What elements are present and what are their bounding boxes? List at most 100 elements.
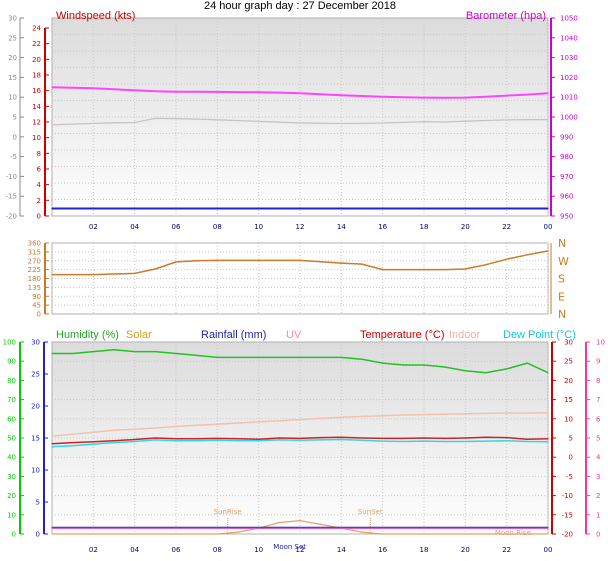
temperature-line-point [196,438,198,440]
temperature-axis-tick-label: 10 [564,415,573,423]
outdoor-trace-line-point [547,119,549,121]
uv-line-point [320,527,322,530]
temperature-line-point [340,436,342,438]
outer-wind-axis-tick-label: 5 [13,114,17,122]
indoor-temp-line-point [526,412,528,414]
x-tick-label: 22 [502,223,511,231]
outdoor-trace-line-point [506,119,508,121]
uv-line-point [402,527,404,530]
wind-direction-line-point [278,259,280,261]
x-tick-label: 14 [337,546,346,554]
x-tick-label: 04 [130,223,139,231]
barometer-line-point [278,92,280,94]
barometer-line-point [464,96,466,99]
humidity-axis-tick-label: 90 [7,358,16,366]
dewpoint-line-point [382,440,384,442]
uv-line-point [464,527,466,530]
barometer-line-point [506,95,508,97]
wind-direction-line-point [320,261,322,263]
compass-direction-label: N [558,308,566,321]
windspeed-axis-tick-label: 12 [32,119,41,127]
uv-line-point [72,527,74,530]
temperature-line-point [464,437,466,439]
humidity-line-point [547,372,549,374]
temperature-axis-tick-label: -5 [566,473,573,481]
windspeed-line-point [526,207,528,210]
direction-axis-tick-label: 180 [28,275,41,283]
temperature-line-point [444,437,446,439]
x-tick-label: 18 [420,546,429,554]
windspeed-line-point [175,207,177,210]
windspeed-line-point [361,207,363,210]
dewpoint-line-point [92,443,94,445]
barometer-axis-tick-label: 1010 [560,94,578,102]
uv-axis-tick-label: 9 [596,358,600,366]
outer-wind-axis-tick-label: -5 [10,153,17,161]
humidity-line-point [444,366,446,368]
temperature-line-point [278,437,280,439]
dewpoint-line-point [402,440,404,443]
wind-direction-line-point [154,268,156,270]
temperature-line-point [51,443,53,445]
direction-axis-tick-label: 45 [32,302,41,310]
barometer-line-point [175,91,177,93]
temperature-axis-tick-label: 20 [564,377,573,385]
barometer-line-point [382,96,384,98]
windspeed-line-point [72,207,74,210]
windspeed-line-point [113,207,115,210]
barometer-line-point [237,91,239,93]
outdoor-trace-line-point [154,117,156,120]
x-tick-label: 16 [378,223,387,231]
outer-wind-axis-tick-label: 10 [8,94,17,102]
uv-line-point [382,527,384,530]
windspeed-line-point [237,207,239,210]
indoor-temp-line-point [299,418,301,421]
dewpoint-axis-title: Dew Point (°C) [503,329,576,341]
wind-direction-line-point [299,259,301,261]
outdoor-trace-line-point [175,118,177,120]
humidity-line-point [485,372,487,374]
humidity-line-point [278,356,280,358]
windspeed-line-point [278,207,280,210]
solar-line-point [485,533,487,535]
barometer-line-point [402,96,404,98]
dewpoint-line-point [361,439,363,441]
wind-direction-line-point [237,259,239,261]
humidity-line-point [154,351,156,353]
indoor-temp-line-point [92,431,94,433]
rainfall-axis-tick-label: 30 [31,339,40,347]
humidity-line-point [299,356,301,358]
outer-wind-axis-tick-label: 25 [8,34,17,42]
compass-direction-label: S [558,273,565,286]
uv-axis-tick-label: 0 [596,531,600,539]
windspeed-axis-tick-label: 22 [32,40,41,48]
wind-direction-line-point [113,273,115,275]
uv-line-point [237,527,239,530]
temperature-line-point [175,438,177,440]
windspeed-axis-tick-label: 8 [37,150,41,158]
temperature-line-point [113,440,115,442]
indoor-temp-line-point [72,433,74,435]
solar-line-point [154,533,156,535]
uv-line-point [196,527,198,530]
rainfall-axis-tick-label: 20 [31,403,40,411]
outer-wind-axis-tick-label: 15 [8,74,17,82]
direction-axis-tick-label: 0 [37,311,41,319]
outer-wind-axis-tick-label: 20 [8,54,17,62]
humidity-line-point [72,352,74,355]
windspeed-axis-tick-label: 10 [32,134,41,142]
indoor-temp-line-point [382,415,384,417]
indoor-temp-line-point [320,417,322,420]
temperature-axis-tick-label: 15 [564,396,573,404]
outdoor-trace-line-point [51,124,53,126]
dewpoint-line-point [526,440,528,443]
windspeed-axis-tick-label: 0 [37,213,41,221]
wind-direction-line-point [175,261,177,263]
windspeed-line-point [464,207,466,210]
uv-line-point [216,527,218,530]
humidity-line-point [506,368,508,370]
humidity-line-point [464,370,466,372]
uv-line-point [134,527,136,530]
uv-line-point [506,527,508,530]
wind-direction-line-point [134,272,136,274]
